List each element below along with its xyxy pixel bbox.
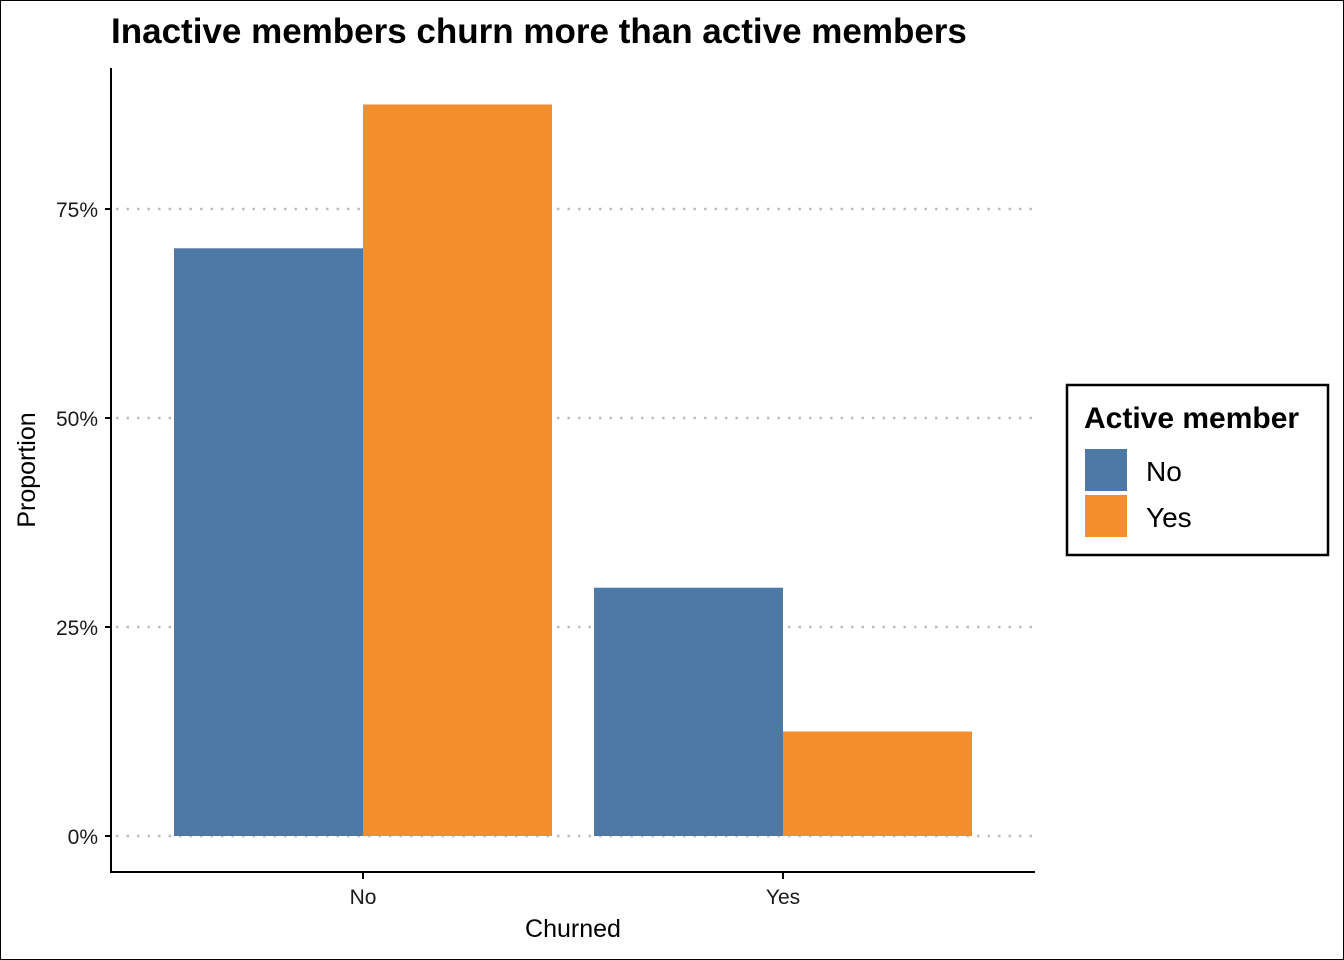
x-axis-ticks: No Yes [350, 872, 800, 909]
y-tick-label: 75% [56, 199, 98, 222]
x-tick-label: No [350, 886, 377, 909]
y-axis-label: Proportion [13, 412, 41, 527]
y-tick-label: 0% [68, 826, 98, 849]
x-axis-label: Churned [525, 915, 621, 943]
legend-swatch-no [1085, 449, 1127, 491]
y-axis-ticks: 0% 25% 50% 75% [56, 199, 111, 849]
chart-title: Inactive members churn more than active … [111, 12, 967, 51]
legend-swatch-yes [1085, 495, 1127, 537]
bar-no-no [174, 248, 363, 837]
x-tick-label: Yes [766, 886, 800, 909]
y-tick-label: 25% [56, 617, 98, 640]
bar-yes-no [594, 587, 783, 836]
legend-title: Active member [1084, 402, 1299, 435]
bar-yes-yes [783, 731, 972, 836]
y-tick-label: 50% [56, 408, 98, 431]
bar-no-yes [363, 104, 552, 836]
legend-label-yes: Yes [1146, 502, 1192, 533]
bars [174, 104, 972, 837]
legend-label-no: No [1146, 456, 1182, 487]
legend: Active member No Yes [1065, 383, 1330, 557]
